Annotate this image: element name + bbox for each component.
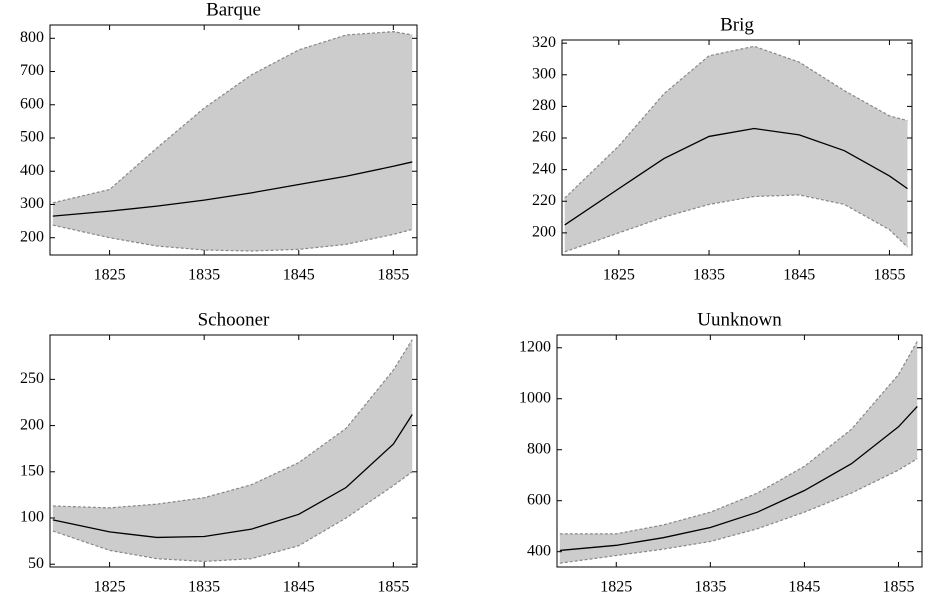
fit-line — [564, 127, 908, 226]
confidence-band — [52, 31, 413, 252]
y-tick-label: 250 — [20, 370, 44, 387]
plot-frame — [49, 334, 418, 568]
x-tick-label: 1835 — [694, 579, 726, 596]
y-tick-label: 220 — [532, 192, 556, 209]
y-tick-label: 320 — [532, 34, 556, 51]
x-tick-label: 1845 — [283, 579, 315, 596]
y-tick-label: 100 — [20, 509, 44, 526]
x-tick-label: 1835 — [693, 267, 725, 284]
y-tick-label: 400 — [527, 542, 551, 559]
y-tick-label: 1000 — [519, 389, 551, 406]
y-tick-label: 600 — [527, 491, 551, 508]
x-tick-label: 1855 — [873, 267, 905, 284]
y-tick-label: 200 — [532, 224, 556, 241]
confidence-band — [52, 339, 413, 562]
x-tick-label: 1835 — [188, 579, 220, 596]
y-tick-label: 300 — [20, 195, 44, 212]
y-tick-label: 240 — [532, 160, 556, 177]
band-edge — [52, 339, 413, 509]
band-edge — [559, 341, 918, 535]
band-edge — [52, 471, 413, 563]
x-tick-label: 1855 — [377, 579, 409, 596]
y-tick-label: 800 — [527, 440, 551, 457]
x-tick-label: 1825 — [94, 579, 126, 596]
plot-frame — [49, 24, 418, 256]
chart-title: Barque — [206, 0, 261, 20]
confidence-band — [564, 46, 908, 252]
y-tick-label: 300 — [532, 65, 556, 82]
y-tick-label: 1200 — [519, 338, 551, 355]
chart-title: Schooner — [198, 309, 270, 330]
fit-line — [52, 414, 413, 539]
y-tick-label: 200 — [20, 228, 44, 245]
x-tick-label: 1845 — [783, 267, 815, 284]
y-tick-label: 700 — [20, 62, 44, 79]
y-tick-label: 260 — [532, 129, 556, 146]
x-tick-label: 1825 — [600, 579, 632, 596]
confidence-band — [559, 341, 918, 564]
y-tick-label: 500 — [20, 129, 44, 146]
x-tick-label: 1855 — [882, 579, 914, 596]
chart-title: Brig — [720, 14, 754, 35]
y-tick-label: 600 — [20, 95, 44, 112]
y-tick-label: 280 — [532, 97, 556, 114]
x-tick-label: 1845 — [788, 579, 820, 596]
x-tick-label: 1825 — [603, 267, 635, 284]
x-tick-label: 1845 — [283, 267, 315, 284]
x-tick-label: 1855 — [377, 267, 409, 284]
band-edge — [564, 194, 908, 253]
plot-frame — [556, 334, 923, 568]
y-tick-label: 400 — [20, 162, 44, 179]
y-tick-label: 150 — [20, 462, 44, 479]
chart-title: Uunknown — [697, 309, 782, 330]
band-edge — [559, 458, 918, 564]
plot-frame — [561, 39, 913, 256]
band-edge — [52, 31, 413, 204]
fit-line — [52, 161, 413, 217]
y-tick-label: 50 — [28, 555, 44, 572]
band-edge — [52, 224, 413, 252]
x-tick-label: 1825 — [94, 267, 126, 284]
x-tick-label: 1835 — [188, 267, 220, 284]
fit-line — [559, 405, 918, 552]
y-tick-label: 800 — [20, 29, 44, 46]
y-tick-label: 200 — [20, 416, 44, 433]
